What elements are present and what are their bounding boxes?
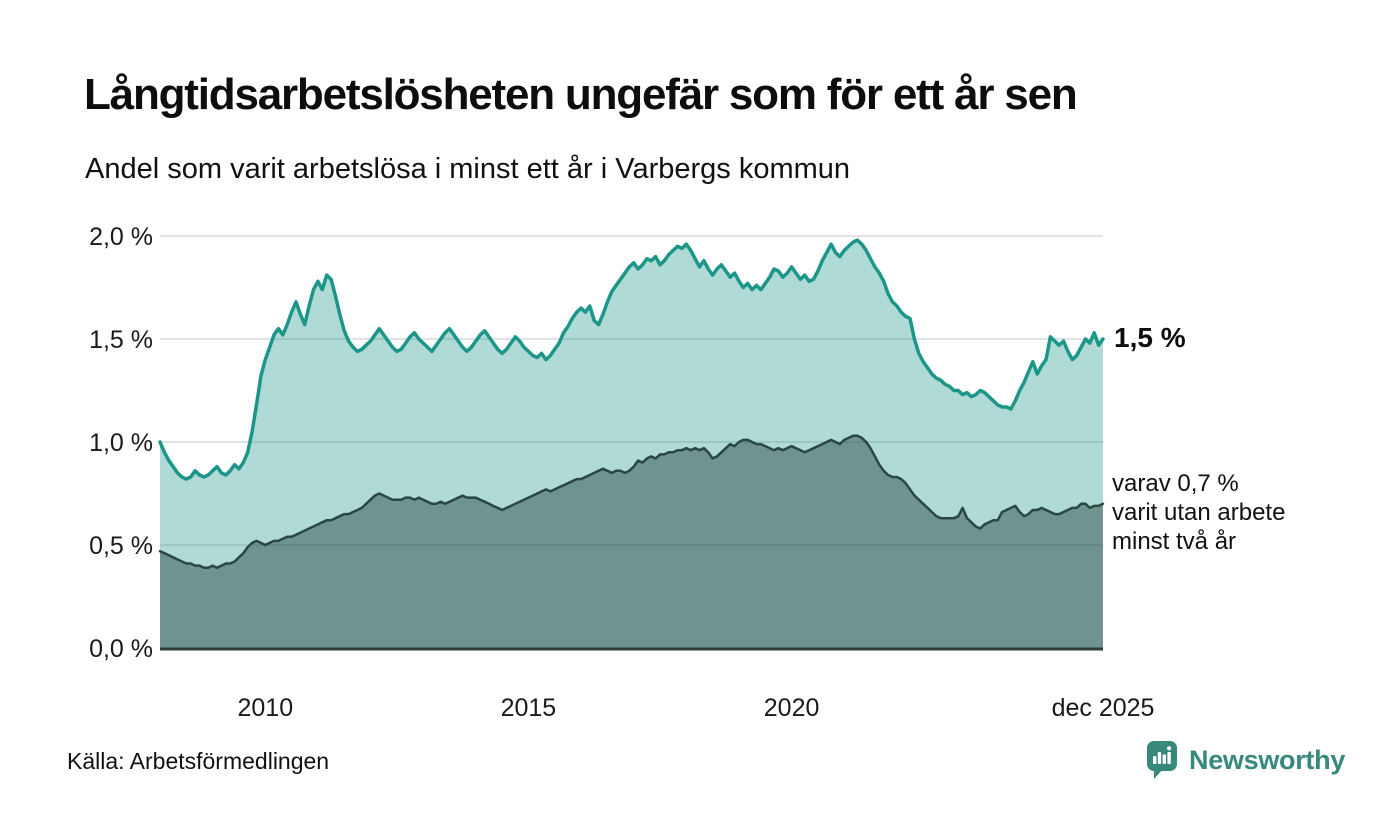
two-year-annotation-line2: varit utan arbete [1112, 498, 1286, 526]
chart-subtitle: Andel som varit arbetslösa i minst ett å… [85, 153, 851, 185]
area-varav-arbetslösa-minst-två-år [160, 435, 1103, 648]
newsworthy-bars-icon [1147, 741, 1177, 779]
line-varav-arbetslösa-minst-två-år [158, 434, 1105, 569]
newsworthy-logo: Newsworthy [1146, 740, 1345, 780]
two-year-annotation: varav 0,7 % varit utan arbete minst två … [1112, 470, 1285, 556]
two-year-annotation-line1: varav 0,7 % [1112, 470, 1239, 497]
x-tick-label: 2015 [501, 694, 557, 722]
y-tick-label: 0,0 % [89, 635, 153, 663]
latest-value-label: 1,5 % [1114, 322, 1186, 353]
y-tick-label: 0,5 % [89, 532, 153, 560]
newsworthy-brand-text: Newsworthy [1189, 745, 1346, 775]
y-tick-label: 1,5 % [89, 326, 153, 354]
x-tick-label: dec 2025 [1052, 694, 1155, 722]
two-year-annotation-line3: minst två år [1112, 527, 1237, 555]
x-tick-label: 2010 [237, 694, 293, 722]
source-label: Källa: Arbetsförmedlingen [67, 748, 330, 774]
y-tick-label: 1,0 % [89, 429, 153, 457]
y-tick-label: 2,0 % [89, 223, 153, 251]
line-arbetslösa-minst-ett-år [158, 238, 1105, 481]
x-tick-label: 2020 [764, 694, 820, 722]
chart-title: Långtidsarbetslösheten ungefär som för e… [84, 70, 1078, 119]
area-arbetslösa-minst-ett-år [160, 240, 1103, 648]
